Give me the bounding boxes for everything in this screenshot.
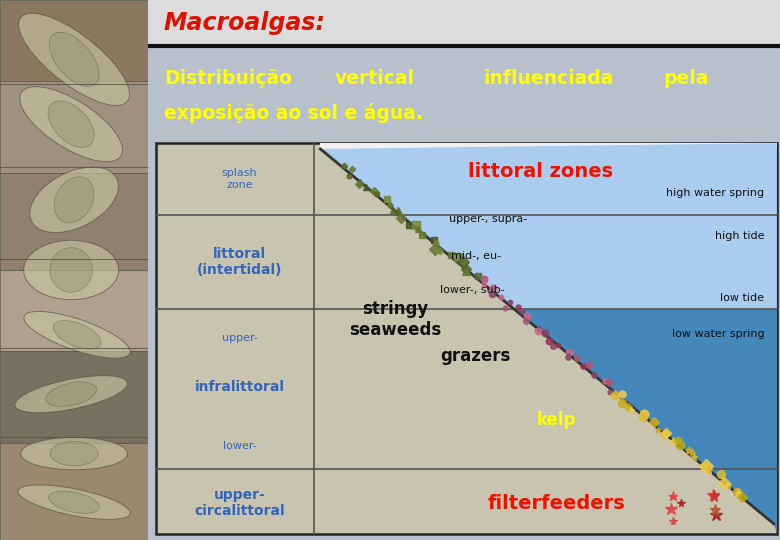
Bar [0, 270, 148, 351]
Bar [0, 443, 148, 540]
Ellipse shape [49, 32, 99, 86]
Text: exposição ao sol e água.: exposição ao sol e água. [164, 103, 423, 124]
Polygon shape [321, 143, 777, 534]
Ellipse shape [48, 101, 94, 147]
Text: upper-, supra-: upper-, supra- [449, 214, 527, 224]
Bar [0, 173, 148, 270]
Ellipse shape [30, 167, 119, 233]
Text: low water spring: low water spring [672, 329, 764, 340]
Ellipse shape [50, 248, 93, 292]
Bar [0, 81, 148, 173]
Ellipse shape [20, 87, 122, 161]
Text: filterfeeders: filterfeeders [488, 494, 626, 512]
Ellipse shape [21, 437, 127, 470]
Text: littoral zones: littoral zones [468, 161, 613, 181]
Bar [148, 0, 780, 46]
Text: kelp: kelp [537, 410, 576, 429]
Bar [0, 0, 148, 81]
Ellipse shape [23, 240, 119, 300]
Ellipse shape [15, 376, 127, 413]
Text: influenciada: influenciada [483, 69, 613, 88]
Text: upper-
circalittoral: upper- circalittoral [194, 488, 285, 518]
Text: Distribuição: Distribuição [164, 69, 292, 88]
Polygon shape [321, 143, 777, 149]
Text: infralittoral: infralittoral [195, 380, 285, 394]
Ellipse shape [50, 442, 98, 465]
Text: high water spring: high water spring [666, 188, 764, 198]
Ellipse shape [49, 491, 99, 514]
Text: Macroalgas:: Macroalgas: [164, 11, 326, 35]
Bar [156, 143, 777, 534]
Text: lower-: lower- [223, 441, 257, 451]
Ellipse shape [24, 312, 130, 358]
Ellipse shape [53, 321, 101, 349]
Text: splash
zone: splash zone [222, 168, 257, 190]
Text: upper-: upper- [222, 333, 257, 343]
Text: grazers: grazers [441, 347, 511, 365]
Text: littoral
(intertidal): littoral (intertidal) [197, 247, 282, 277]
Text: pela: pela [663, 69, 708, 88]
Ellipse shape [46, 382, 97, 407]
Bar [0, 351, 148, 443]
Ellipse shape [18, 485, 130, 519]
Text: mid-, eu-: mid-, eu- [451, 251, 501, 260]
Ellipse shape [19, 14, 129, 105]
Text: low tide: low tide [721, 293, 764, 303]
Text: vertical: vertical [335, 69, 415, 88]
Polygon shape [321, 143, 777, 309]
Text: lower-, sub-: lower-, sub- [440, 285, 505, 295]
Text: high tide: high tide [715, 231, 764, 241]
Text: stringy
seaweeds: stringy seaweeds [349, 300, 441, 339]
Ellipse shape [54, 177, 94, 223]
